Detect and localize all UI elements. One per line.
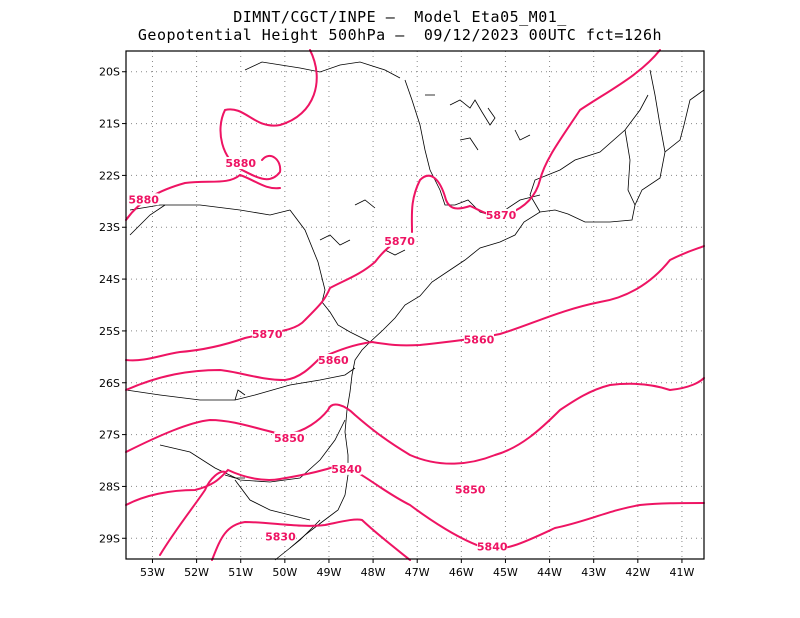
map-title-line2: Geopotential Height 500hPa – 09/12/2023 … <box>137 26 663 44</box>
contour-5850 <box>125 377 705 465</box>
lat-labels: 20S 21S 22S 23S 24S 25S 26S 27S 28S 29S <box>99 66 120 546</box>
contour-label-bg <box>331 462 362 475</box>
lat-tick-label: 27S <box>99 429 120 442</box>
lon-tick-label: 46W <box>449 566 474 579</box>
lat-tick-label: 22S <box>99 169 120 182</box>
contour-5830b <box>211 518 411 561</box>
contour-label: 5870 <box>384 235 415 248</box>
contour-label-bg <box>318 354 349 367</box>
contour-label: 5850 <box>455 484 486 497</box>
lon-tick-label: 41W <box>670 566 695 579</box>
contour-label: 5860 <box>318 354 349 367</box>
contour-5860 <box>125 245 705 391</box>
contour-label: 5840 <box>331 463 362 476</box>
contour-label-bg <box>384 234 415 247</box>
lat-tick-label: 23S <box>99 221 120 234</box>
map-frame <box>125 50 705 560</box>
contour-label: 5860 <box>464 333 495 346</box>
contour-label-bg <box>265 530 296 543</box>
contour-label-bg <box>128 193 159 206</box>
lon-labels: 53W 52W 51W 50W 49W 48W 47W 46W 45W 44W 43W 42W 41W <box>140 566 694 579</box>
lat-tick-label: 25S <box>99 325 120 338</box>
contour-labels: 5880 5880 5870 5870 5870 5860 5860 5850 5850 5840… <box>128 157 517 554</box>
lat-tick-label: 20S <box>99 66 120 79</box>
coastline-and-borders <box>125 61 705 561</box>
axis-ticks <box>122 71 683 563</box>
lat-tick-label: 26S <box>99 377 120 390</box>
contour-label-bg <box>252 328 283 341</box>
coastline <box>274 89 705 561</box>
contour-label-bg <box>274 431 305 444</box>
lat-tick-label: 21S <box>99 118 120 131</box>
contour-5880-loop <box>219 49 318 181</box>
contour-label-bg <box>463 333 494 346</box>
contour-label: 5870 <box>252 328 283 341</box>
contour-label: 5880 <box>128 193 159 206</box>
lon-tick-label: 43W <box>581 566 606 579</box>
lon-tick-label: 42W <box>625 566 650 579</box>
contour-label: 5880 <box>225 157 256 170</box>
contour-label: 5840 <box>477 541 508 554</box>
contour-label: 5830 <box>265 530 296 543</box>
lon-tick-label: 47W <box>405 566 430 579</box>
contour-label-bg <box>477 540 508 553</box>
contour-5870 <box>125 235 411 362</box>
lon-tick-label: 45W <box>493 566 518 579</box>
lat-tick-label: 29S <box>99 532 120 545</box>
lon-tick-label: 48W <box>361 566 386 579</box>
contour-label: 5850 <box>274 432 305 445</box>
contour-label: 5870 <box>486 209 517 222</box>
contour-label-bg <box>225 157 256 170</box>
lat-tick-label: 24S <box>99 273 120 286</box>
height-contours <box>125 49 705 561</box>
contour-5830 <box>159 470 226 556</box>
lon-tick-label: 52W <box>184 566 209 579</box>
lon-tick-label: 44W <box>537 566 562 579</box>
contour-5840 <box>125 463 705 550</box>
lon-tick-label: 51W <box>228 566 253 579</box>
contour-label-bg <box>455 483 486 496</box>
lat-tick-label: 28S <box>99 480 120 493</box>
lon-tick-label: 49W <box>317 566 342 579</box>
contour-label-bg <box>486 208 517 221</box>
lon-tick-label: 53W <box>140 566 165 579</box>
map-title-line1: DIMNT/CGCT/INPE – Model Eta05_M01_ <box>233 8 567 26</box>
lon-tick-label: 50W <box>272 566 297 579</box>
